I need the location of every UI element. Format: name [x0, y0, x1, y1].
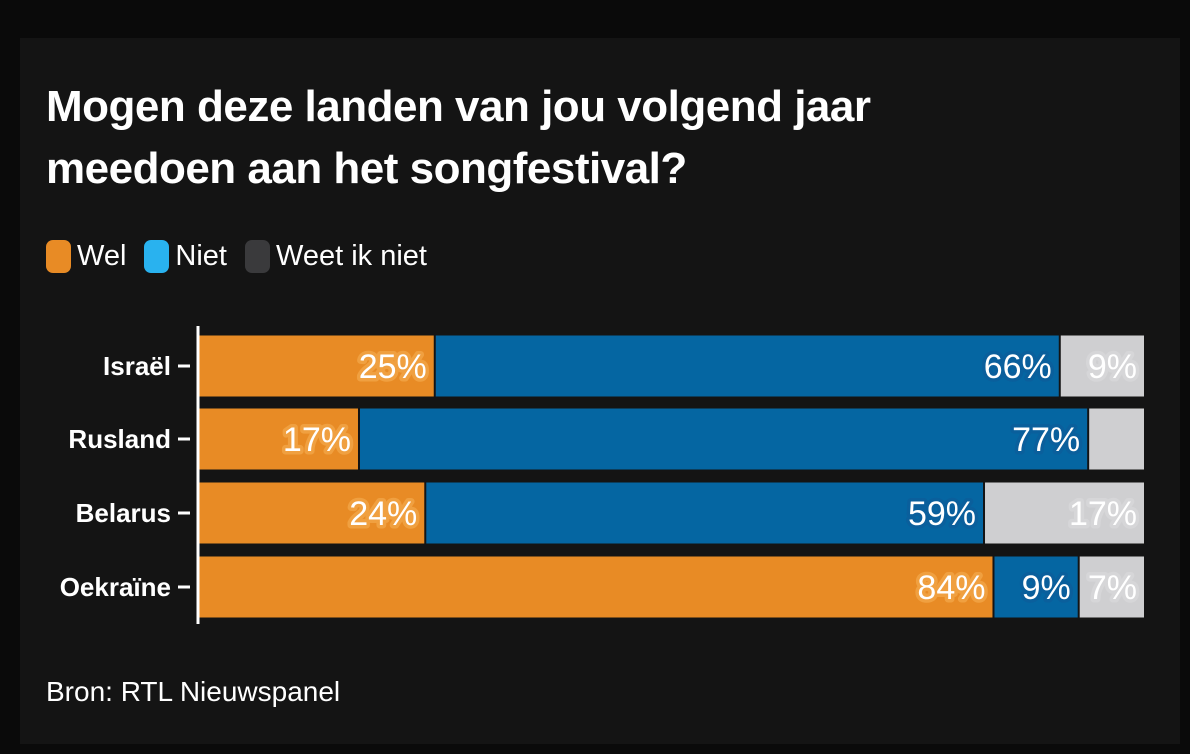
- legend-swatch-wel: [46, 239, 71, 273]
- category-label-rusland: Rusland: [68, 424, 171, 454]
- legend-label-weet-ik-niet: Weet ik niet: [276, 239, 427, 272]
- data-label-rusland-niet: 77%: [1012, 421, 1080, 459]
- data-label-belarus-niet: 59%: [908, 495, 976, 533]
- bar-rusland-wel: [199, 408, 358, 470]
- legend-item-wel: Wel: [46, 239, 127, 273]
- bar-israel-wel: [199, 335, 434, 397]
- legend: Wel Niet Weet ik niet: [46, 238, 445, 274]
- bar-oekraine-niet: [994, 556, 1078, 618]
- stacked-bar-chart: 25% 66% 9% Israël 17% 77% Rusland 24% 59% 17% Bela…: [60, 326, 1144, 624]
- legend-item-weet-ik-niet: Weet ik niet: [245, 239, 427, 273]
- legend-item-niet: Niet: [144, 239, 227, 273]
- data-label-oekraine-wel: 84%: [917, 569, 985, 607]
- data-label-israel-weet-ik-niet: 9%: [1088, 348, 1137, 386]
- category-label-belarus: Belarus: [76, 498, 171, 528]
- chart-title: Mogen deze landen van jou volgend jaar m…: [46, 82, 871, 193]
- bar-belarus-wel: [199, 482, 425, 544]
- data-label-oekraine-niet: 9%: [1022, 569, 1071, 607]
- bar-belarus-niet: [426, 482, 984, 544]
- bar-rusland-weet-ik-niet: [1089, 408, 1144, 470]
- category-label-oekraine: Oekraïne: [60, 572, 171, 602]
- data-label-israel-niet: 66%: [984, 348, 1052, 386]
- bar-israel-niet: [435, 335, 1059, 397]
- source-note: Bron: RTL Nieuwspanel: [46, 676, 341, 707]
- data-label-oekraine-weet-ik-niet: 7%: [1088, 569, 1137, 607]
- data-label-belarus-wel: 24%: [349, 495, 417, 533]
- bar-belarus-weet-ik-niet: [985, 482, 1144, 544]
- bar-rusland-niet: [359, 408, 1088, 470]
- legend-swatch-weet-ik-niet: [245, 239, 270, 273]
- data-label-israel-wel: 25%: [359, 348, 427, 386]
- bar-oekraine-weet-ik-niet: [1079, 556, 1144, 618]
- legend-swatch-niet: [144, 239, 170, 273]
- legend-label-niet: Niet: [175, 239, 227, 272]
- bar-oekraine-wel: [199, 556, 993, 618]
- data-label-rusland-wel: 17%: [283, 421, 351, 459]
- bar-israel-weet-ik-niet: [1060, 335, 1144, 397]
- legend-label-wel: Wel: [77, 239, 127, 272]
- category-label-israel: Israël: [103, 351, 171, 381]
- data-label-belarus-weet-ik-niet: 17%: [1069, 495, 1137, 533]
